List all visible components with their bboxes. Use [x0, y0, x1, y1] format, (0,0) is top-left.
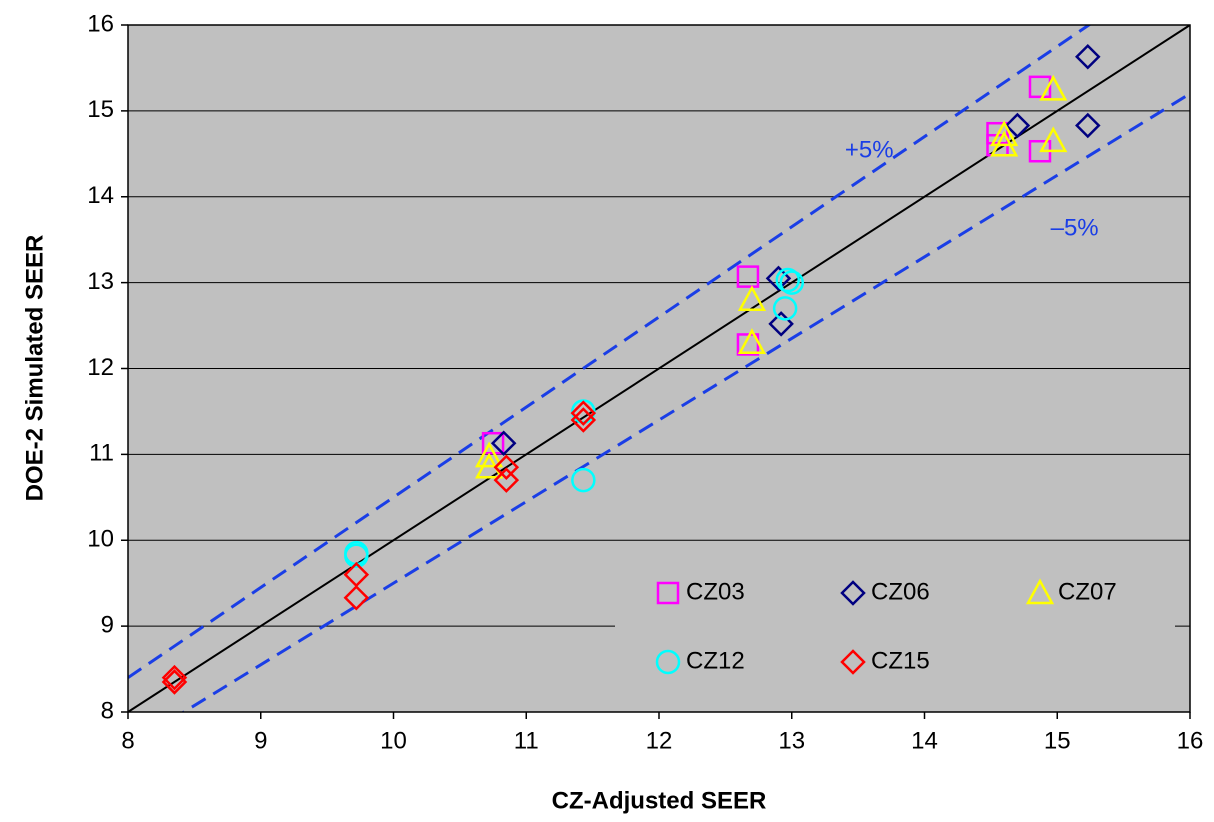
marker	[736, 265, 760, 288]
x-tick-label: 12	[646, 727, 673, 754]
legend-label: CZ03	[686, 578, 745, 605]
marker	[1075, 44, 1101, 70]
annotation: +5%	[845, 137, 894, 164]
marker	[474, 441, 504, 468]
y-tick-label: 15	[87, 96, 114, 123]
marker	[343, 585, 370, 611]
y-tick-label: 16	[87, 10, 114, 37]
marker	[737, 328, 767, 354]
legend-label: CZ07	[1058, 578, 1117, 605]
x-axis-title: CZ-Adjusted SEER	[552, 787, 767, 814]
y-axis-title: DOE-2 Simulated SEER	[21, 235, 48, 502]
y-tick-label: 8	[101, 697, 114, 724]
legend-label: CZ12	[686, 647, 745, 674]
marker	[570, 407, 597, 433]
marker	[571, 467, 596, 493]
marker	[768, 311, 794, 337]
annotation: –5%	[1051, 215, 1099, 242]
marker	[344, 543, 369, 568]
x-tick-label: 9	[254, 727, 267, 754]
x-tick-label: 14	[911, 727, 938, 754]
y-tick-label: 10	[87, 526, 114, 553]
marker	[1039, 74, 1068, 101]
marker	[1075, 112, 1101, 139]
legend-marker	[1025, 578, 1055, 605]
marker	[1004, 112, 1031, 139]
marker	[990, 130, 1019, 157]
marker	[1028, 75, 1052, 99]
marker	[1039, 126, 1068, 153]
y-tick-label: 13	[87, 268, 114, 295]
marker	[779, 270, 804, 295]
marker	[161, 669, 188, 695]
marker	[161, 664, 188, 691]
marker	[490, 430, 517, 456]
x-tick-label: 11	[514, 727, 539, 754]
y-tick-label: 12	[87, 354, 114, 381]
x-tick-label: 15	[1044, 727, 1071, 754]
x-tick-label: 13	[778, 727, 805, 754]
marker	[990, 120, 1019, 147]
x-tick-label: 10	[380, 727, 407, 754]
legend-marker	[655, 649, 681, 675]
legend-label: CZ06	[871, 578, 930, 605]
legend-marker	[840, 649, 866, 675]
marker	[737, 285, 767, 312]
y-tick-label: 11	[89, 440, 114, 467]
x-tick-label: 8	[121, 727, 134, 754]
marker	[493, 454, 520, 481]
legend-label: CZ15	[871, 647, 930, 674]
band-line	[181, 92, 1190, 712]
legend-marker	[840, 580, 866, 606]
legend-marker	[656, 581, 680, 605]
x-tick-label: 16	[1177, 727, 1204, 754]
y-tick-label: 9	[101, 611, 114, 638]
marker	[772, 296, 798, 321]
band-line	[128, 25, 1092, 679]
plot-border	[127, 24, 1191, 713]
plot-clip	[128, 25, 1190, 712]
marker	[570, 400, 597, 426]
y-tick-label: 14	[87, 182, 114, 209]
marker	[493, 467, 520, 493]
marker	[775, 267, 801, 293]
marker	[736, 333, 760, 356]
